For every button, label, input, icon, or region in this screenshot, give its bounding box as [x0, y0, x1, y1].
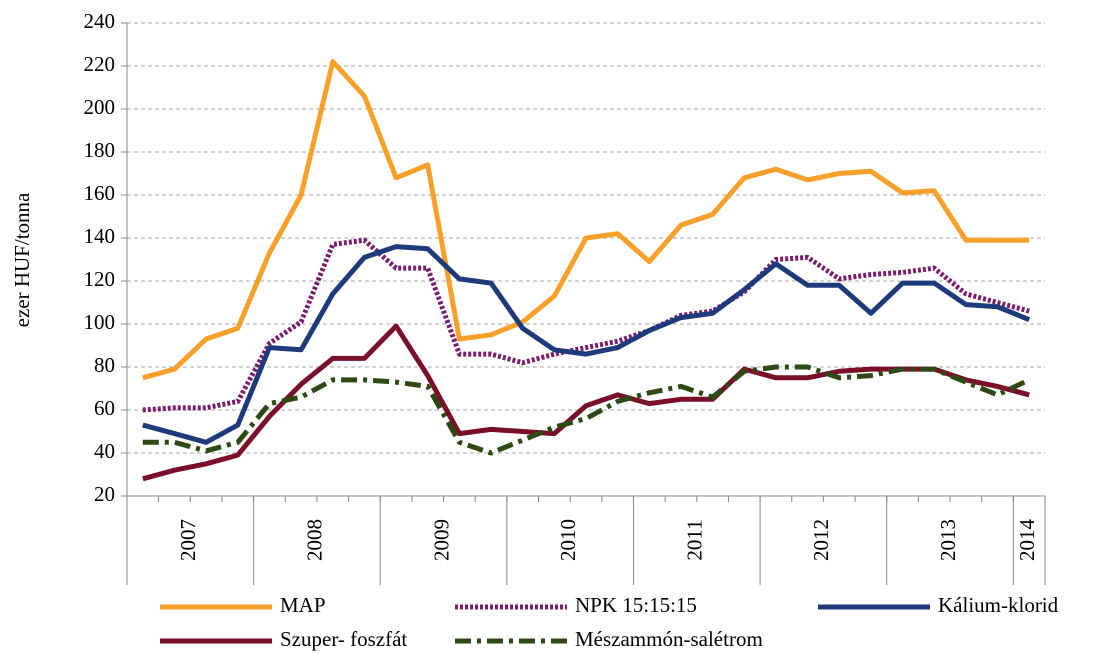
x-tick-label: 2012 [809, 519, 833, 561]
y-tick-label: 40 [94, 439, 115, 463]
series-line [142, 364, 1031, 456]
y-axis-label: ezer HUF/tonna [10, 192, 34, 327]
series-line [142, 323, 1030, 482]
y-tick-label: 80 [94, 353, 115, 377]
x-tick-label: 2010 [556, 519, 580, 561]
legend-label: Szuper- foszfát [280, 627, 407, 651]
y-tick-label: 240 [84, 9, 116, 33]
legend-label: Kálium-klorid [938, 593, 1059, 617]
x-tick-label: 2007 [176, 519, 200, 561]
x-tick-label: 2009 [429, 519, 453, 561]
series-line [142, 237, 1030, 413]
y-tick-label: 100 [84, 310, 116, 334]
y-tick-label: 200 [84, 95, 116, 119]
x-tick-label: 2014 [1015, 519, 1039, 562]
legend-label: Mészammón-salétrom [575, 627, 763, 651]
y-tick-label: 160 [84, 181, 116, 205]
y-tick-label: 60 [94, 396, 115, 420]
legend-label: NPK 15:15:15 [575, 593, 697, 617]
y-tick-label: 180 [84, 138, 116, 162]
x-tick-label: 2011 [683, 519, 707, 560]
x-tick-label: 2008 [303, 519, 327, 561]
series-line [142, 59, 1030, 381]
legend-label: MAP [280, 593, 326, 617]
y-tick-label: 220 [84, 52, 116, 76]
series-line [142, 244, 1031, 445]
y-tick-label: 120 [84, 267, 116, 291]
x-tick-label: 2013 [936, 519, 960, 561]
y-tick-label: 140 [84, 224, 116, 248]
y-tick-label: 20 [94, 482, 115, 506]
